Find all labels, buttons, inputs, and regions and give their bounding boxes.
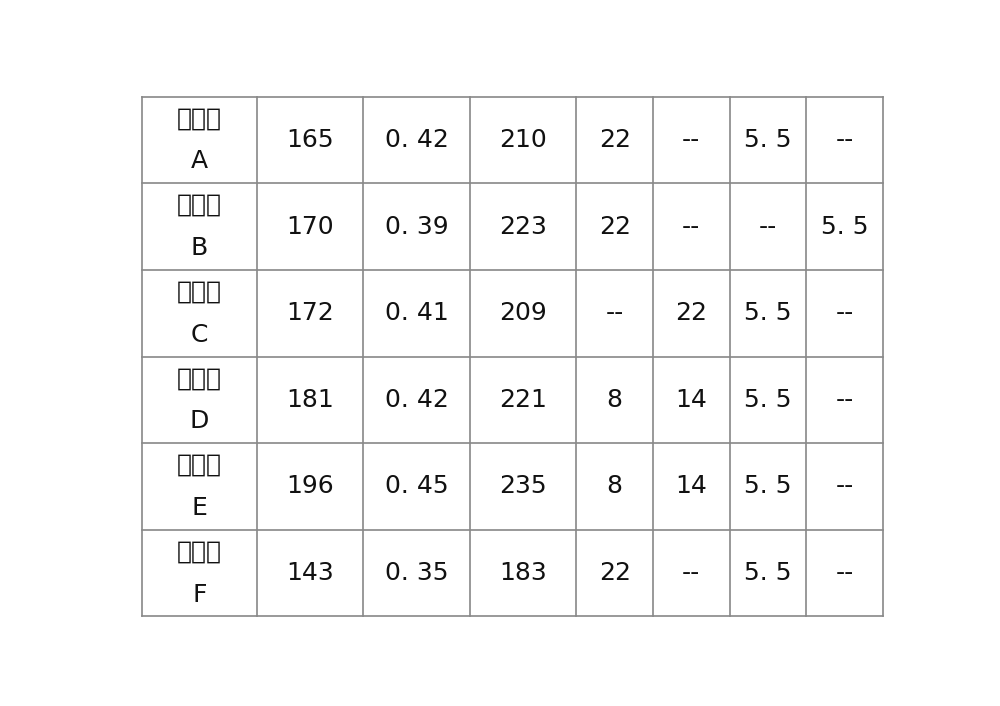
Text: 0. 41: 0. 41 xyxy=(385,301,449,325)
Text: 5. 5: 5. 5 xyxy=(744,388,792,412)
Text: 8: 8 xyxy=(607,388,623,412)
Text: 14: 14 xyxy=(675,388,707,412)
Text: 221: 221 xyxy=(499,388,547,412)
Text: --: -- xyxy=(836,388,854,412)
Text: 183: 183 xyxy=(499,561,547,585)
Text: --: -- xyxy=(682,215,700,239)
Text: --: -- xyxy=(682,128,700,152)
Text: 催化剂
C: 催化剂 C xyxy=(177,280,222,347)
Text: --: -- xyxy=(836,474,854,498)
Text: 210: 210 xyxy=(499,128,547,152)
Text: 165: 165 xyxy=(286,128,334,152)
Text: 5. 5: 5. 5 xyxy=(744,301,792,325)
Text: 5. 5: 5. 5 xyxy=(744,561,792,585)
Text: 5. 5: 5. 5 xyxy=(821,215,868,239)
Text: 催化剂
F: 催化剂 F xyxy=(177,539,222,606)
Text: 催化剂
A: 催化剂 A xyxy=(177,107,222,174)
Text: 209: 209 xyxy=(499,301,547,325)
Text: 22: 22 xyxy=(599,561,631,585)
Text: 0. 42: 0. 42 xyxy=(385,128,449,152)
Text: --: -- xyxy=(759,215,777,239)
Text: 22: 22 xyxy=(599,128,631,152)
Text: 5. 5: 5. 5 xyxy=(744,474,792,498)
Text: 196: 196 xyxy=(286,474,334,498)
Text: 0. 39: 0. 39 xyxy=(385,215,449,239)
Text: --: -- xyxy=(606,301,624,325)
Text: 172: 172 xyxy=(286,301,334,325)
Text: 0. 45: 0. 45 xyxy=(385,474,449,498)
Text: 0. 35: 0. 35 xyxy=(385,561,448,585)
Text: 235: 235 xyxy=(499,474,547,498)
Text: 223: 223 xyxy=(499,215,547,239)
Text: 22: 22 xyxy=(675,301,707,325)
Text: 8: 8 xyxy=(607,474,623,498)
Text: 5. 5: 5. 5 xyxy=(744,128,792,152)
Text: 0. 42: 0. 42 xyxy=(385,388,449,412)
Text: 143: 143 xyxy=(286,561,334,585)
Text: 22: 22 xyxy=(599,215,631,239)
Text: --: -- xyxy=(836,301,854,325)
Text: 催化剂
D: 催化剂 D xyxy=(177,366,222,433)
Text: 14: 14 xyxy=(675,474,707,498)
Text: --: -- xyxy=(682,561,700,585)
Text: 催化剂
B: 催化剂 B xyxy=(177,193,222,260)
Text: --: -- xyxy=(836,561,854,585)
Text: 181: 181 xyxy=(286,388,334,412)
Text: --: -- xyxy=(836,128,854,152)
Text: 170: 170 xyxy=(286,215,334,239)
Text: 催化剂
E: 催化剂 E xyxy=(177,453,222,520)
